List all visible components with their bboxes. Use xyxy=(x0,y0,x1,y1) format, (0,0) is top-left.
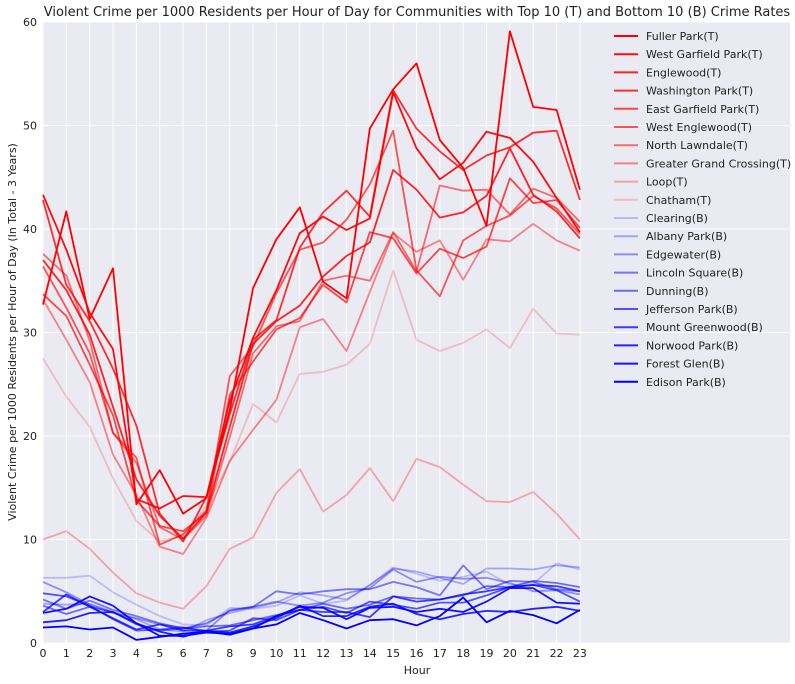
series-line-11 xyxy=(42,564,580,633)
legend-entry: West Englewood(T) xyxy=(646,121,752,134)
series-line-19 xyxy=(42,596,581,641)
x-tick-label: 2 xyxy=(86,647,93,660)
legend-entry: East Garfield Park(T) xyxy=(646,103,759,116)
x-tick-label: 17 xyxy=(433,647,447,660)
x-tick-label: 0 xyxy=(40,647,47,660)
series-line-1 xyxy=(42,91,581,510)
legend-entry: Mount Greenwood(B) xyxy=(646,321,763,334)
x-tick-label: 5 xyxy=(156,647,163,660)
x-tick-label: 7 xyxy=(203,647,210,660)
legend-entry: Clearing(B) xyxy=(646,212,708,225)
legend-entry: Edgewater(B) xyxy=(646,248,721,261)
legend-entry: North Lawndale(T) xyxy=(646,139,748,152)
y-tick-labels: 0 10 20 30 40 50 60 xyxy=(23,16,37,650)
y-tick-label: 50 xyxy=(23,120,37,133)
series-lines xyxy=(42,30,581,641)
x-tick-label: 9 xyxy=(250,647,257,660)
x-tick-labels: 0 1 2 3 4 5 6 7 8 9 10 11 12 13 14 15 16 17 18 19 20 21 22 23 xyxy=(40,647,587,660)
legend-entry: Loop(T) xyxy=(646,176,688,189)
y-tick-label: 30 xyxy=(23,327,37,340)
legend: Fuller Park(T) West Garfield Park(T) Engle… xyxy=(614,30,791,389)
x-tick-label: 15 xyxy=(386,647,400,660)
x-tick-label: 19 xyxy=(480,647,494,660)
series-line-2 xyxy=(42,147,581,540)
x-tick-label: 16 xyxy=(410,647,424,660)
chart-title: Violent Crime per 1000 Residents per Hou… xyxy=(44,5,791,20)
series-line-5 xyxy=(42,129,581,546)
x-tick-label: 6 xyxy=(180,647,187,660)
legend-entry: Greater Grand Crossing(T) xyxy=(646,157,791,170)
series-line-13 xyxy=(42,564,580,630)
x-tick-label: 13 xyxy=(339,647,353,660)
legend-entry: Englewood(T) xyxy=(646,66,721,79)
legend-entry: Washington Park(T) xyxy=(646,85,753,98)
x-tick-label: 18 xyxy=(456,647,470,660)
y-tick-label: 60 xyxy=(23,16,37,29)
legend-entry: Lincoln Square(B) xyxy=(646,267,743,280)
legend-entry: Edison Park(B) xyxy=(646,376,726,389)
y-tick-label: 40 xyxy=(23,223,37,236)
legend-entry: Albany Park(B) xyxy=(646,230,727,243)
series-line-15 xyxy=(42,584,581,633)
series-line-7 xyxy=(42,222,581,555)
series-line-18 xyxy=(42,587,580,637)
legend-entry: Forest Glen(B) xyxy=(646,358,725,371)
x-tick-label: 14 xyxy=(363,647,377,660)
x-axis-label: Hour xyxy=(404,664,431,677)
y-tick-label: 20 xyxy=(23,430,37,443)
x-tick-label: 3 xyxy=(110,647,117,660)
x-tick-label: 12 xyxy=(316,647,330,660)
series-line-3 xyxy=(42,89,581,543)
y-axis-label: Violent Crime per 1000 Residents per Hou… xyxy=(6,143,19,521)
grid xyxy=(42,21,790,644)
series-line-12 xyxy=(42,568,581,632)
legend-entry: Dunning(B) xyxy=(646,285,709,298)
x-tick-label: 8 xyxy=(226,647,233,660)
series-line-10 xyxy=(43,562,581,627)
x-tick-label: 1 xyxy=(63,647,70,660)
legend-entry: Fuller Park(T) xyxy=(646,30,719,43)
y-tick-label: 10 xyxy=(23,534,37,547)
legend-entry: West Garfield Park(T) xyxy=(646,48,763,61)
x-tick-label: 23 xyxy=(573,647,587,660)
series-line-6 xyxy=(42,184,581,541)
x-tick-label: 21 xyxy=(526,647,540,660)
x-tick-label: 4 xyxy=(133,647,140,660)
series-line-8 xyxy=(42,457,581,610)
x-tick-label: 10 xyxy=(269,647,283,660)
legend-entry: Jefferson Park(B) xyxy=(645,303,738,316)
legend-entry: Chatham(T) xyxy=(646,194,711,207)
x-tick-label: 11 xyxy=(293,647,307,660)
series-line-9 xyxy=(42,269,580,543)
x-tick-label: 20 xyxy=(503,647,517,660)
y-tick-label: 0 xyxy=(30,637,37,650)
x-tick-label: 22 xyxy=(550,647,564,660)
legend-entry: Norwood Park(B) xyxy=(646,339,738,352)
